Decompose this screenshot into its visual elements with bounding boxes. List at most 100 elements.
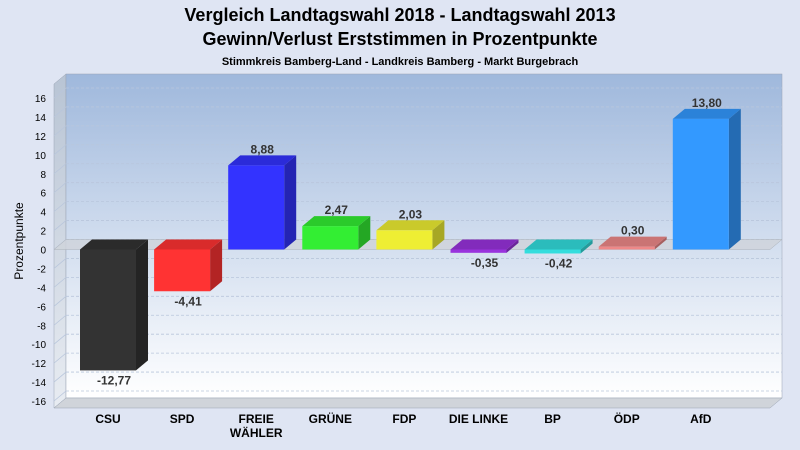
x-tick-label: CSU [95, 412, 120, 426]
bar-afd [672, 108, 741, 250]
x-tick-label: GRÜNE [309, 411, 352, 426]
bar-side [728, 108, 741, 250]
bar-side [432, 220, 445, 250]
grid-line-side [53, 144, 67, 156]
bar-side [506, 239, 519, 253]
x-tick-label: DIE LINKE [449, 412, 508, 426]
x-tick-label: ÖDP [614, 411, 640, 426]
bar-top [228, 155, 297, 166]
grid-line-side [53, 352, 67, 364]
y-axis-label: Prozentpunkte [12, 202, 26, 280]
bar-front [598, 246, 655, 250]
grid-line-side [53, 182, 67, 193]
bar-top [80, 239, 148, 250]
data-label: 0,30 [621, 224, 645, 238]
grid-line-side [53, 87, 67, 99]
bar-front [450, 249, 507, 253]
grid-line-side [53, 333, 67, 345]
bar-bp [524, 239, 593, 254]
bar-spd [154, 239, 223, 292]
bar-front [302, 226, 359, 250]
grid-line-side [53, 163, 67, 175]
y-tick-label: 14 [35, 113, 47, 124]
bar-front [524, 249, 581, 254]
x-tick-label: BP [544, 412, 561, 426]
grid-lines [53, 87, 782, 402]
x-tick-label: FDP [392, 412, 416, 426]
bar-front [154, 249, 211, 292]
grid-line-side [53, 371, 67, 383]
bars [80, 108, 741, 371]
chart-title: Vergleich Landtagswahl 2018 - Landtagswa… [184, 5, 615, 25]
data-label: 2,03 [399, 207, 423, 221]
y-tick-label: 12 [35, 132, 47, 143]
y-tick-label: -12 [32, 359, 47, 370]
bar-top [302, 216, 371, 227]
bar-side [284, 155, 297, 250]
data-label: 13,80 [692, 96, 722, 110]
grid-line-side [53, 258, 67, 269]
bar-grüne [302, 216, 371, 250]
y-tick-label: 10 [35, 151, 47, 162]
y-tick-label: -14 [32, 378, 47, 389]
grid-line-side [53, 201, 67, 212]
grid-line-side [53, 125, 67, 137]
y-tick-label: -10 [32, 340, 47, 351]
bar-side [580, 239, 593, 254]
bar-fdp [376, 220, 445, 250]
bar-side [210, 239, 223, 292]
data-label: -0,42 [545, 256, 573, 270]
data-label: 2,47 [325, 203, 349, 217]
grid-line-side [53, 390, 67, 402]
bar-top [598, 236, 667, 247]
y-tick-label: 16 [35, 94, 47, 105]
bar-front [672, 118, 729, 250]
x-tick-label: WÄHLER [230, 425, 283, 440]
chart-subtitle: Gewinn/Verlust Erststimmen in Prozentpun… [202, 29, 597, 49]
bar-ödp [598, 236, 667, 250]
bar-die-linke [450, 239, 519, 253]
bar-side [136, 239, 148, 371]
x-tick-label: FREIE [239, 412, 274, 426]
data-label: -0,35 [471, 256, 499, 270]
chart-caption: Stimmkreis Bamberg-Land - Landkreis Bamb… [222, 56, 579, 68]
y-axis-ticks: 16 14 12 10 8 6 4 2 0 -2 -4 -6 -8 -10 -12 -14 -16 [32, 94, 47, 408]
x-tick-label: SPD [170, 412, 195, 426]
bar-top [524, 239, 593, 250]
grid-line-side [53, 106, 67, 118]
y-tick-label: -6 [37, 302, 46, 313]
y-tick-label: 2 [40, 227, 46, 238]
grid-line-side [53, 277, 67, 288]
plot-floor [53, 397, 783, 409]
data-label: 8,88 [251, 142, 275, 156]
y-tick-label: 8 [40, 170, 46, 181]
y-tick-label: -2 [37, 264, 46, 275]
y-tick-label: 4 [40, 208, 46, 219]
y-tick-label: -8 [37, 321, 46, 332]
data-label: -4,41 [174, 294, 202, 308]
bar-front [376, 230, 433, 250]
bar-top [376, 220, 445, 231]
y-tick-label: 6 [40, 189, 46, 200]
bar-top [672, 108, 741, 119]
bar-csu [80, 239, 148, 371]
data-labels: -12,77 -4,41 8,88 2,47 2,03 -0,35 -0,42 0,30 13,… [97, 96, 722, 388]
y-tick-label: -16 [32, 397, 47, 408]
y-tick-label: -4 [37, 283, 46, 294]
bar-side [358, 216, 371, 250]
bar-front [228, 165, 285, 250]
bar-front [80, 249, 136, 371]
data-label: -12,77 [97, 373, 131, 387]
bar-side [654, 236, 667, 250]
x-tick-label: AfD [690, 412, 712, 426]
grid-line-side [53, 296, 67, 307]
grid-line-side [53, 314, 67, 326]
y-tick-label: 0 [40, 246, 46, 257]
bar-top [154, 239, 223, 250]
bar-top [450, 239, 519, 250]
grid-line-side [53, 220, 67, 231]
bar-freie-wähler [228, 155, 297, 250]
